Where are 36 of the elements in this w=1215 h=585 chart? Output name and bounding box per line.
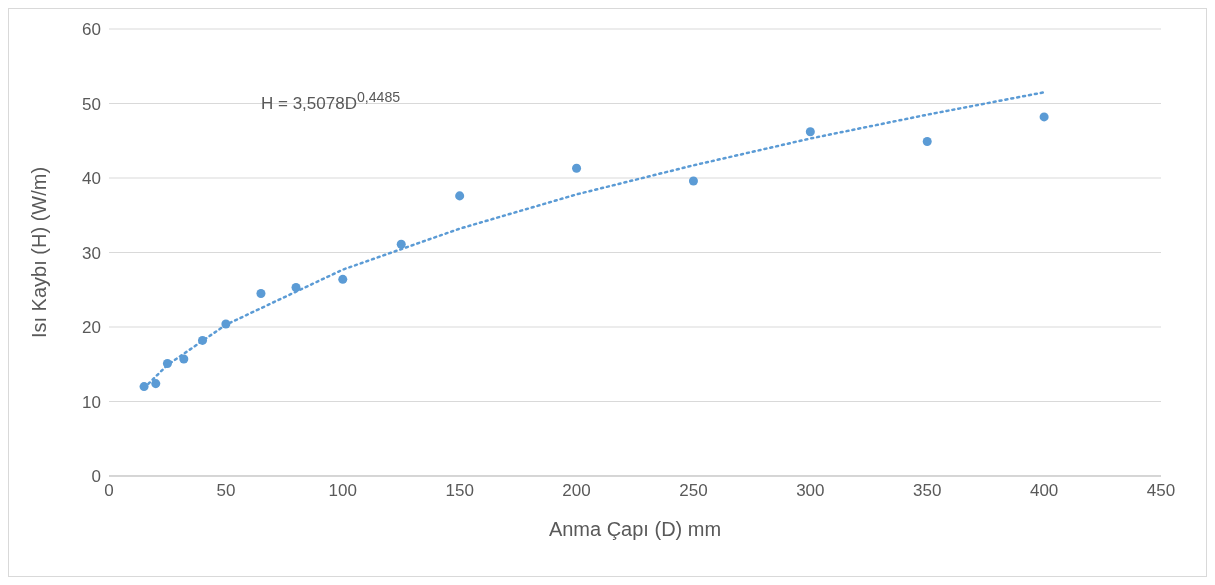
x-tick-label: 350 [913,481,942,501]
y-axis-title: Isı Kaybı (H) (W/m) [28,166,51,339]
point [396,239,406,249]
point [221,319,231,329]
point [922,136,932,146]
point [338,274,348,284]
x-tick-label: 150 [445,481,474,501]
x-tick-label: 450 [1146,481,1176,501]
x-axis-title: Anma Çapı (D) mm [548,518,722,540]
point [151,379,161,389]
point [455,191,465,201]
x-tick-label: 250 [679,481,708,501]
point [198,335,208,345]
point [256,288,266,298]
point [805,127,815,137]
y-tick-label: 50 [82,94,101,114]
x-tick-label: 50 [216,481,236,501]
point [572,163,582,173]
y-tick-label: 20 [82,318,101,338]
point [162,359,172,369]
y-tick-label: 10 [82,392,101,412]
x-tick-label: 300 [796,481,825,501]
point [1039,112,1049,122]
y-tick-label: 60 [82,20,101,40]
y-tick-label: 30 [82,243,101,263]
x-tick-label: 0 [104,481,114,501]
point [179,354,189,364]
x-tick-label: 400 [1029,481,1059,501]
y-tick-label: 40 [82,169,101,189]
y-tick-label: 0 [91,467,101,487]
point [139,382,149,392]
x-tick-label: 100 [328,481,357,501]
point [688,176,698,186]
point [291,283,301,293]
annotation: H = 3,5078D$^{0,4485}$ [261,89,401,114]
x-tick-label: 200 [562,481,591,501]
